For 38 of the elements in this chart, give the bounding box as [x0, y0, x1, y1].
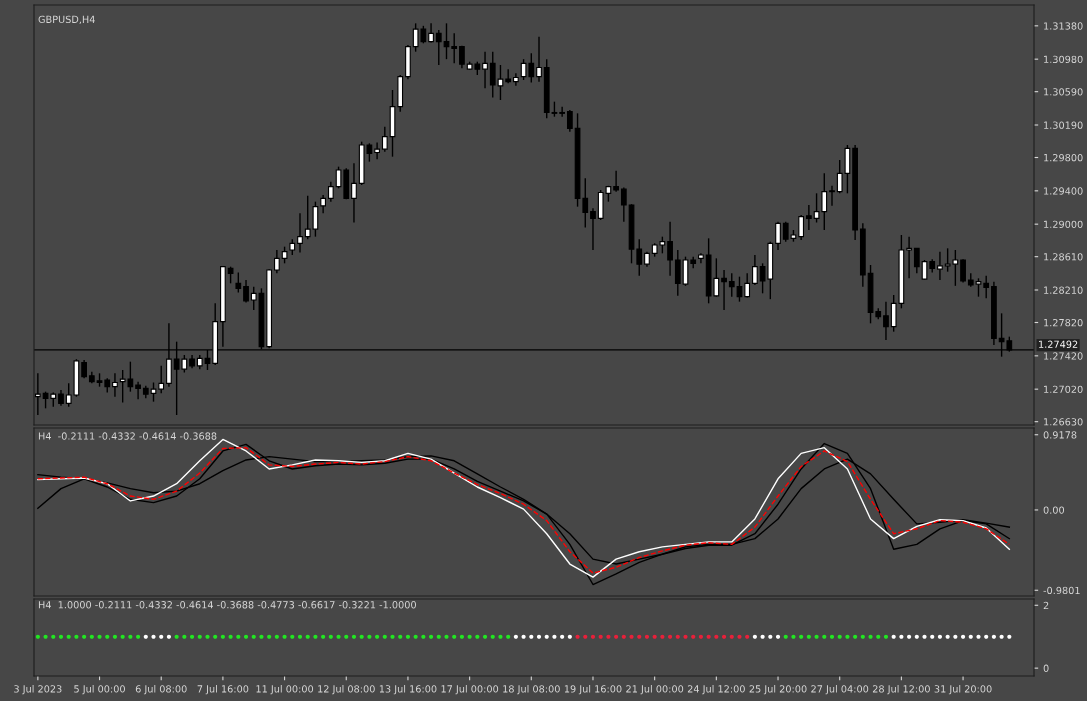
y-tick-label: 1.28610 [1044, 253, 1083, 261]
y-tick-label: 0.9178 [1043, 431, 1077, 439]
y-tick-label: 1.30590 [1044, 88, 1083, 96]
x-tick-label: 19 Jul 16:00 [564, 685, 622, 695]
y-tick-label: 1.29400 [1044, 187, 1083, 195]
y-tick-label: 1.27020 [1044, 385, 1083, 393]
chart-title: H4 -0.2111 -0.4332 -0.4614 -0.3688 [38, 432, 217, 440]
y-tick-label: 1.27820 [1044, 318, 1083, 327]
y-tick-label: 1.27420 [1044, 352, 1083, 360]
x-tick-label: 13 Jul 16:00 [379, 685, 437, 695]
y-tick-label: 0 [1043, 664, 1049, 672]
y-tick-label: 1.29800 [1044, 153, 1083, 162]
y-tick-label: 0.00 [1043, 506, 1065, 514]
x-tick-label: 5 Jul 00:00 [74, 685, 125, 695]
x-tick-label: 18 Jul 08:00 [503, 685, 560, 695]
text: GBPUSD,H4 [38, 15, 95, 25]
x-tick-label: 7 Jul 16:00 [197, 685, 249, 695]
y-tick-label: 1.31380 [1044, 22, 1083, 30]
ref-line-label: 1.27492 [1039, 340, 1078, 348]
x-tick-label: 31 Jul 20:00 [934, 685, 992, 695]
x-tick-label: 27 Jul 04:00 [811, 685, 869, 695]
x-tick-label: 6 Jul 08:00 [135, 685, 187, 695]
y-tick-label: 1.29000 [1044, 220, 1083, 228]
x-tick-label: 21 Jul 00:00 [626, 685, 684, 695]
y-tick-label: -0.9801 [1043, 586, 1080, 595]
x-tick-label: 12 Jul 08:00 [318, 685, 375, 695]
y-tick-label: 2 [1043, 601, 1049, 609]
x-tick-label: 25 Jul 20:00 [749, 685, 807, 695]
x-tick-label: 17 Jul 00:00 [441, 685, 499, 695]
y-tick-label: 1.26630 [1044, 418, 1083, 426]
y-tick-label: 1.28210 [1044, 286, 1083, 294]
x-tick-label: 28 Jul 12:00 [872, 685, 930, 695]
y-tick-label: 1.30980 [1044, 55, 1083, 63]
x-tick-label: 11 Jul 00:00 [256, 685, 314, 695]
x-tick-label: 3 Jul 2023 [14, 685, 62, 695]
y-tick-label: 1.30190 [1044, 121, 1083, 129]
chart-title: H4 1.0000 -0.2111 -0.4332 -0.4614 -0.3688 -0.4773 -0.6617 -0.3221 -1.0000 [38, 601, 416, 609]
x-tick-label: 24 Jul 12:00 [687, 685, 745, 695]
